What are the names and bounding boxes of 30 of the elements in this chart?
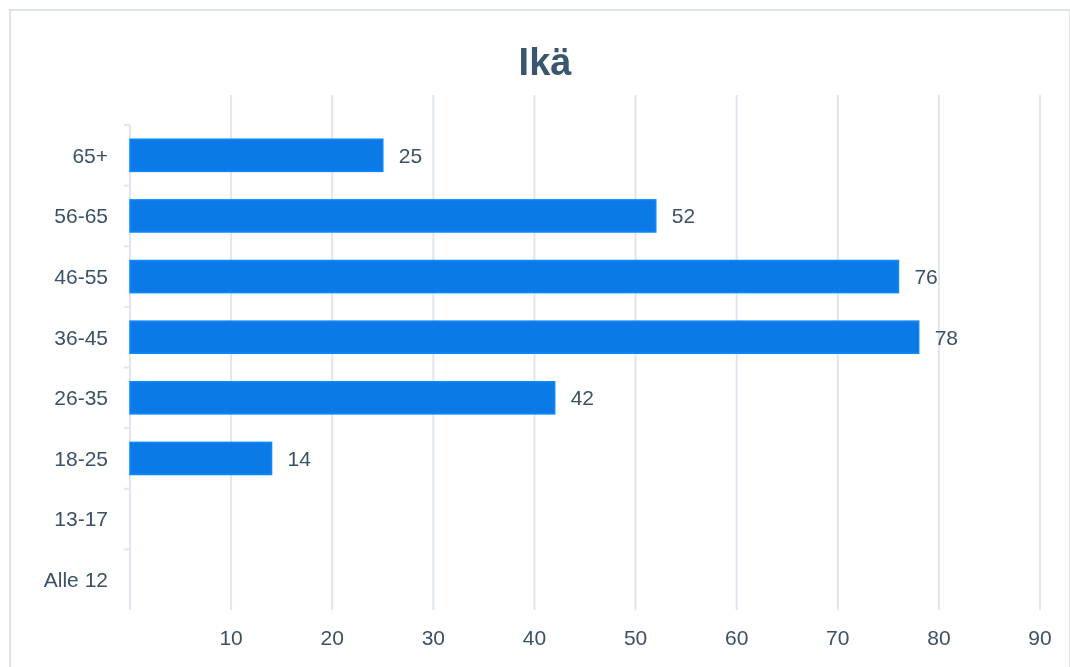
bar (129, 199, 657, 233)
y-tick-label: 65+ (72, 143, 108, 167)
y-tick-label: 56-65 (54, 204, 108, 228)
y-tick-label: 46-55 (54, 264, 108, 288)
x-tick-label: 20 (320, 626, 344, 649)
y-tick-label: 13-17 (54, 507, 108, 531)
x-tick-label: 10 (219, 626, 243, 649)
y-tick-label: 36-45 (54, 325, 108, 349)
data-label: 76 (914, 264, 938, 288)
data-label: 78 (934, 325, 959, 349)
data-label: 42 (570, 386, 595, 410)
x-tick-label: 80 (927, 626, 951, 649)
y-tick-label: 18-25 (54, 446, 108, 470)
x-tick-label: 60 (724, 626, 749, 649)
bar (129, 138, 384, 173)
x-tick-label: 70 (826, 626, 850, 649)
bar (129, 259, 900, 294)
x-tick-label: 50 (623, 626, 648, 649)
x-tick-label: 90 (1028, 626, 1052, 649)
bar (129, 381, 556, 415)
bar (129, 320, 920, 354)
chart-title: Ikä (518, 41, 573, 83)
data-label: 25 (398, 143, 423, 167)
y-tick-label: 26-35 (54, 386, 108, 410)
data-label: 52 (671, 204, 696, 228)
x-tick-label: 40 (522, 626, 547, 649)
bar (129, 441, 273, 476)
x-tick-label: 30 (421, 626, 446, 649)
data-label: 14 (287, 446, 312, 470)
y-tick-label: Alle 12 (43, 568, 108, 592)
